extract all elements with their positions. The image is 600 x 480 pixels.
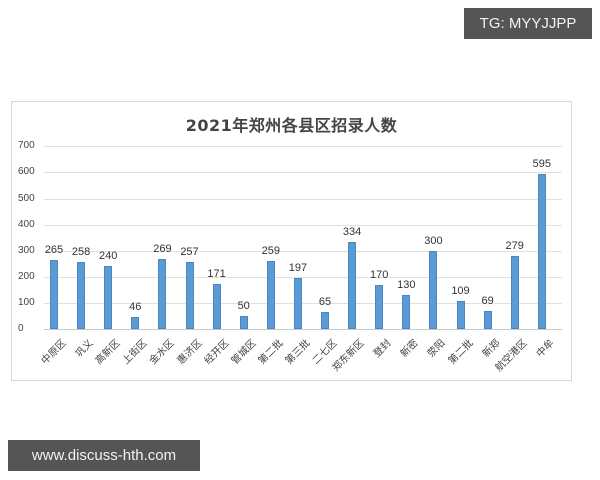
bar-value-label: 258 <box>71 245 91 258</box>
bar <box>321 312 329 329</box>
x-category-label: 第二批 <box>446 337 476 367</box>
gridline <box>44 276 562 278</box>
bar-value-label: 65 <box>318 296 332 309</box>
bar-value-label: 240 <box>99 250 118 263</box>
bar <box>537 173 546 329</box>
bar-value-label: 50 <box>237 299 250 312</box>
y-tick-label: 400 <box>18 218 35 230</box>
x-category-label: 金水区 <box>148 337 178 367</box>
bar <box>375 284 384 329</box>
x-category-label: 中原区 <box>39 337 69 367</box>
bar <box>402 295 411 329</box>
gridline <box>44 224 562 226</box>
y-tick-label: 700 <box>18 140 35 152</box>
bar-value-label: 265 <box>44 243 64 256</box>
bar <box>158 258 167 329</box>
bar <box>266 261 275 329</box>
bar <box>456 300 465 329</box>
x-category-label: 经开区 <box>202 337 232 367</box>
x-category-label: 第三批 <box>283 337 313 367</box>
bar-value-label: 269 <box>153 242 172 255</box>
gridline <box>44 250 562 252</box>
bar <box>212 284 221 329</box>
bar-value-label: 300 <box>424 234 443 247</box>
chart-frame: 2021年郑州各县区招录人数 0 100 200 300 400 500 600 700 265… <box>11 101 572 381</box>
x-category-label: 登封 <box>371 337 394 360</box>
bar <box>77 261 86 329</box>
bar-value-label: 170 <box>370 268 389 281</box>
chart-title: 2021年郑州各县区招录人数 <box>185 116 398 135</box>
x-category-label: 管城区 <box>229 337 259 367</box>
watermark-bottom: www.discuss-hth.com <box>8 440 200 471</box>
y-tick-label: 100 <box>18 296 35 308</box>
bar-value-label: 257 <box>180 245 199 258</box>
bar-value-label: 197 <box>288 261 308 274</box>
y-tick-label: 300 <box>18 244 35 256</box>
y-tick-label: 600 <box>18 166 35 178</box>
gridline <box>44 302 562 304</box>
bar <box>510 256 519 329</box>
bar-value-label: 279 <box>505 240 524 253</box>
bar <box>185 261 194 329</box>
bar-value-label: 259 <box>261 245 280 258</box>
bar <box>293 277 302 329</box>
bar <box>104 266 113 329</box>
gridline <box>44 146 562 148</box>
bar <box>483 310 492 329</box>
bar-value-label: 69 <box>481 294 494 307</box>
gridline <box>44 198 562 200</box>
x-axis-line <box>44 329 562 330</box>
x-category-label: 惠济区 <box>175 337 205 367</box>
bar <box>131 316 140 329</box>
y-tick-label: 0 <box>18 323 24 334</box>
x-category-label: 高新区 <box>93 337 123 367</box>
bar-value-label: 334 <box>342 225 362 238</box>
watermark-top: TG: MYYJJPP <box>464 8 592 39</box>
bar-value-label: 595 <box>532 157 551 170</box>
x-category-label: 新密 <box>398 337 421 360</box>
bar <box>50 259 58 329</box>
bar-value-label: 46 <box>129 300 142 313</box>
x-category-label: 上街区 <box>120 337 150 367</box>
y-tick-label: 200 <box>18 270 35 282</box>
gridline <box>44 172 562 174</box>
bar <box>429 250 438 329</box>
bar <box>348 241 357 329</box>
bar-value-label: 171 <box>207 268 226 281</box>
bar <box>239 315 248 329</box>
bar-value-label: 130 <box>397 279 416 292</box>
bar-value-label: 109 <box>451 284 470 297</box>
x-category-label: 中牟 <box>534 337 557 360</box>
x-category-label: 第二批 <box>256 337 286 367</box>
y-tick-label: 500 <box>18 192 35 204</box>
